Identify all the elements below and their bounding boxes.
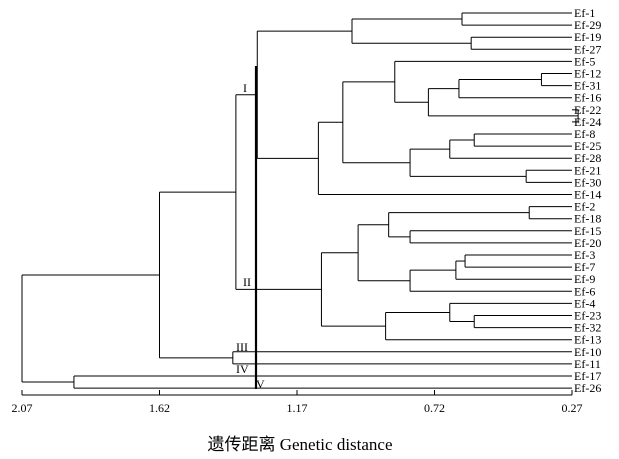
clade-label-1: I [243, 81, 247, 95]
x-tick-label: 1.17 [287, 401, 308, 415]
leaf-label: Ef-31 [574, 79, 601, 93]
leaf-label: Ef-10 [574, 345, 601, 359]
clade-label-2: II [243, 275, 251, 289]
x-tick-label: 0.27 [562, 401, 583, 415]
leaf-label: Ef-26 [574, 381, 601, 395]
leaf-label: Ef-2 [574, 200, 595, 214]
clade-label-4: IV [236, 362, 249, 376]
leaf-label: Ef-30 [574, 175, 601, 189]
leaf-label: Ef-20 [574, 236, 601, 250]
x-tick-label: 1.62 [149, 401, 170, 415]
leaf-label: Ef-16 [574, 91, 601, 105]
leaf-label: Ef-5 [574, 54, 595, 68]
leaf-label: Ef-9 [574, 272, 595, 286]
leaf-label: Ef-29 [574, 18, 601, 32]
x-axis-label: 遗传距离 Genetic distance [207, 435, 392, 454]
leaf-label: Ef-28 [574, 151, 601, 165]
clade-annotations: I II III IV V [236, 66, 265, 391]
leaf-label: Ef-14 [574, 188, 601, 202]
tree-branches [21, 12, 579, 389]
leaf-label: Ef-32 [574, 321, 601, 335]
leaf-label: Ef-24 [574, 115, 601, 129]
leaf-label: Ef-17 [574, 369, 601, 383]
leaf-label: Ef-4 [574, 296, 595, 310]
leaf-label: Ef-8 [574, 127, 595, 141]
leaf-label: Ef-22 [574, 103, 601, 117]
leaf-labels: Ef-1Ef-29Ef-19Ef-27Ef-5Ef-12Ef-31Ef-16Ef… [574, 6, 601, 395]
clade-label-5: V [256, 377, 265, 391]
leaf-label: Ef-3 [574, 248, 595, 262]
leaf-label: Ef-12 [574, 67, 601, 81]
leaf-label: Ef-13 [574, 333, 601, 347]
leaf-label: Ef-21 [574, 163, 601, 177]
x-tick-label: 0.72 [424, 401, 445, 415]
leaf-label: Ef-25 [574, 139, 601, 153]
leaf-label: Ef-7 [574, 260, 595, 274]
leaf-label: Ef-11 [574, 357, 601, 371]
leaf-label: Ef-6 [574, 284, 595, 298]
leaf-label: Ef-19 [574, 30, 601, 44]
leaf-label: Ef-27 [574, 42, 601, 56]
leaf-label: Ef-15 [574, 224, 601, 238]
leaf-label: Ef-1 [574, 6, 595, 20]
clade-label-3: III [236, 340, 248, 354]
x-tick-label: 2.07 [12, 401, 33, 415]
leaf-label: Ef-18 [574, 212, 601, 226]
x-axis: 2.07 1.62 1.17 0.72 0.27 [12, 390, 583, 415]
leaf-label: Ef-23 [574, 309, 601, 323]
